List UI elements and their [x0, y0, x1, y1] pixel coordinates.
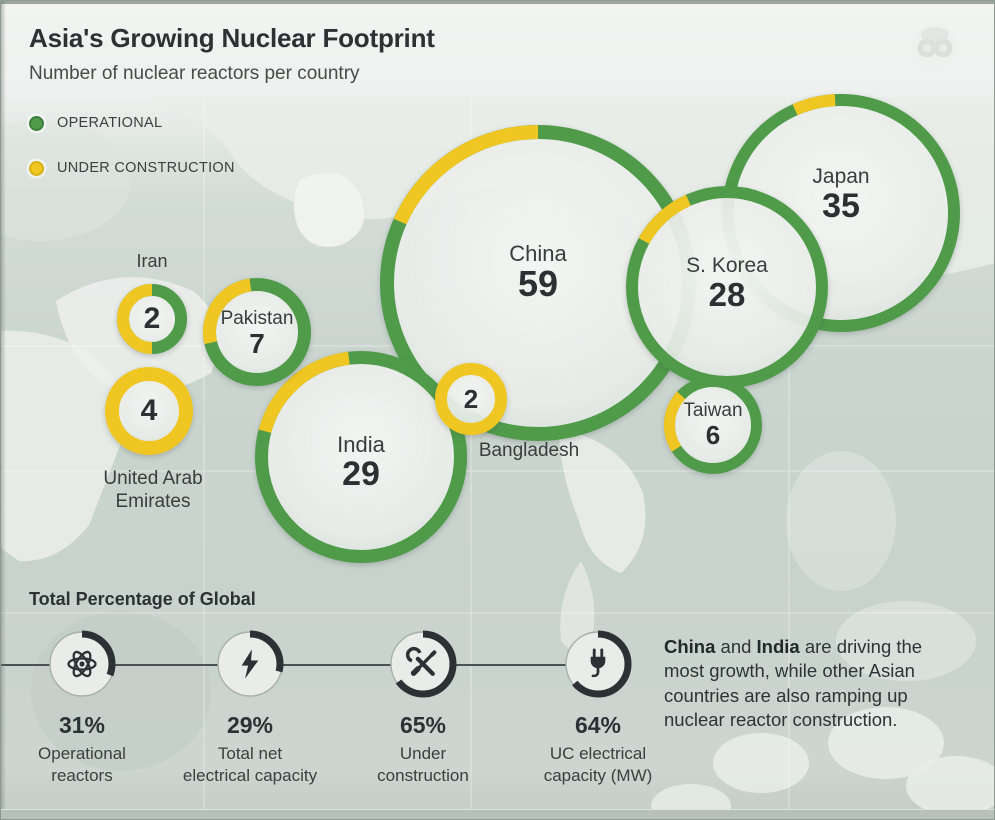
global-stat-operational-reactors: 31% Operational reactors	[1, 628, 182, 787]
legend-item-operational: OPERATIONAL	[29, 113, 235, 133]
country-label: Bangladesh	[478, 440, 580, 461]
country-bubble-taiwan: Taiwan 6	[664, 376, 762, 474]
stat-percentage: 31%	[58, 712, 106, 738]
page-title: Asia's Growing Nuclear Footprint	[29, 23, 435, 53]
legend-label: OPERATIONAL	[57, 115, 163, 131]
legend: OPERATIONAL UNDER CONSTRUCTION	[29, 113, 235, 203]
stat-label: Under construction	[377, 744, 469, 786]
legend-label: UNDER CONSTRUCTION	[57, 160, 235, 176]
stat-percentage: 64%	[574, 712, 622, 738]
binoculars-logo-icon	[912, 23, 958, 69]
lightning-icon-ring	[216, 630, 284, 698]
stat-label: Operational reactors	[38, 744, 126, 786]
stat-percentage: 29%	[226, 712, 274, 738]
global-stat-total-net-electrical-capacity: 29% Total net electrical capacity	[150, 628, 350, 787]
plug-icon	[590, 648, 606, 678]
header: Asia's Growing Nuclear Footprint Number …	[29, 23, 435, 85]
legend-item-under-construction: UNDER CONSTRUCTION	[29, 158, 235, 178]
country-bubble-s-korea: S. Korea 28	[626, 186, 828, 388]
country-bubble-bangladesh: 2	[435, 363, 507, 435]
country-label: Iran	[136, 251, 168, 271]
lightning-icon	[241, 649, 259, 679]
tools-icon	[405, 646, 437, 676]
operational-dot-icon	[29, 115, 44, 131]
country-bubble-uae: 4	[105, 367, 193, 455]
atom-icon-ring	[48, 630, 116, 698]
country-label: United Arab Emirates	[103, 468, 203, 513]
under-construction-dot-icon	[29, 160, 44, 176]
plug-icon-ring	[564, 630, 632, 698]
summary-note: China and India are driving the most gro…	[664, 635, 923, 731]
stat-percentage: 65%	[399, 712, 447, 738]
global-stat-uc-electrical-capacity-mw-: 64% UC electrical capacity (MW)	[498, 628, 698, 787]
country-bubble-pakistan: Pakistan 7	[203, 278, 311, 386]
stat-label: UC electrical capacity (MW)	[543, 744, 653, 786]
tools-icon-ring	[389, 630, 457, 698]
page-subtitle: Number of nuclear reactors per country	[29, 63, 360, 84]
country-bubble-iran: 2	[117, 284, 187, 354]
footer-section-title: Total Percentage of Global	[29, 589, 256, 609]
left-edge-shading	[1, 1, 6, 819]
stats-connector-line	[1, 664, 598, 666]
global-stat-under-construction: 65% Under construction	[323, 628, 523, 787]
stat-label: Total net electrical capacity	[182, 744, 318, 786]
atom-icon	[67, 650, 97, 678]
